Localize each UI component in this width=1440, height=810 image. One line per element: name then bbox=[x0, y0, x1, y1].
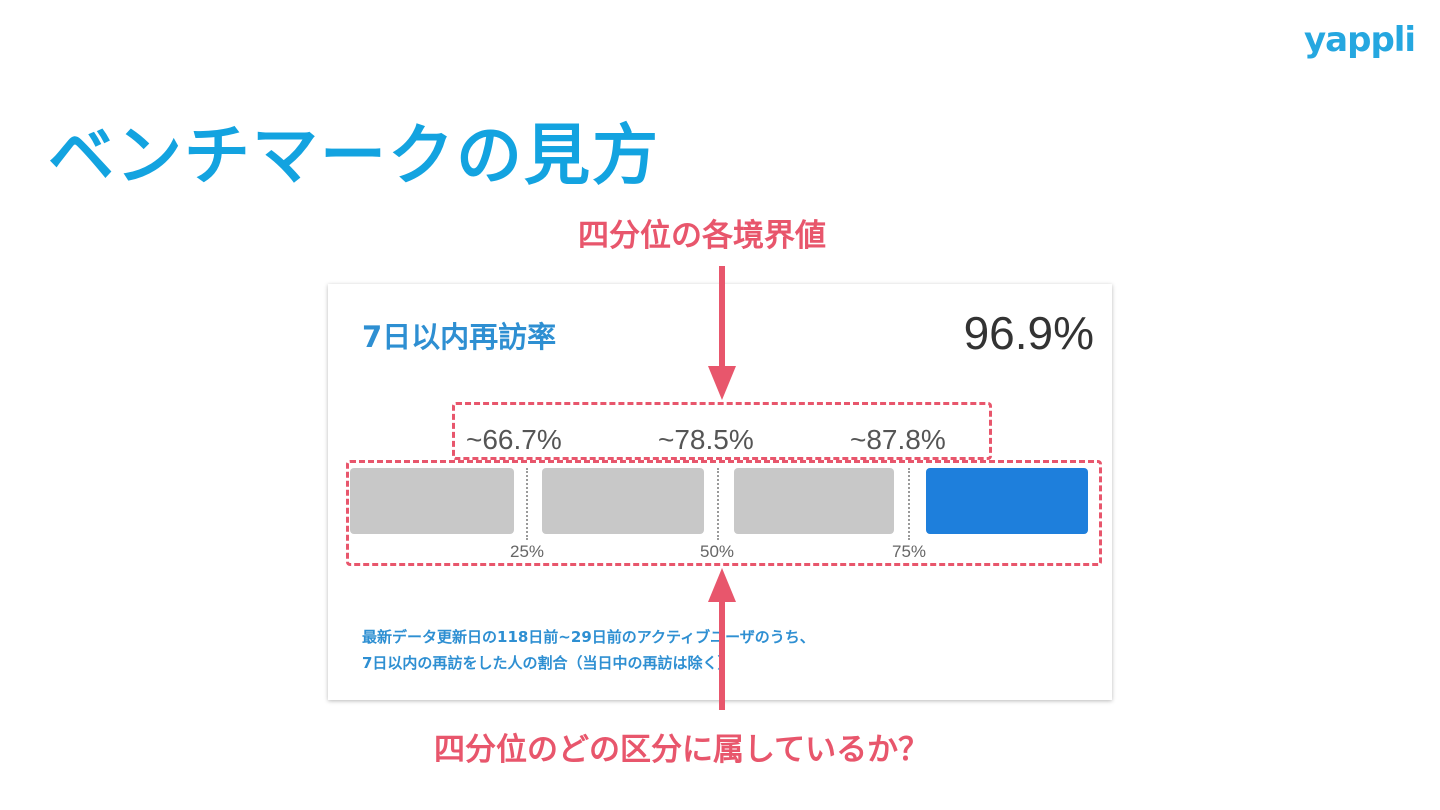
quartile-boundary-1: ~66.7% bbox=[466, 424, 562, 455]
percentile-label-50: 50% bbox=[700, 542, 735, 561]
arrow-down-line bbox=[719, 266, 725, 370]
percentile-label-25: 25% bbox=[510, 542, 545, 561]
arrow-down-icon bbox=[708, 366, 736, 400]
divider-25 bbox=[526, 468, 528, 540]
metric-value: 96.9% bbox=[963, 307, 1094, 359]
quartile-segment-2 bbox=[542, 468, 704, 534]
description-line-2: 7日以内の再訪をした人の割合（当日中の再訪は除く） bbox=[362, 654, 733, 672]
quartile-segment-annotation: 四分位のどの区分に属しているか？ bbox=[434, 732, 930, 768]
percentile-label-75: 75% bbox=[892, 542, 927, 561]
quartile-boundaries-annotation: 四分位の各境界値 bbox=[578, 218, 826, 254]
arrow-up-line bbox=[719, 598, 725, 710]
quartile-segment-1 bbox=[350, 468, 514, 534]
divider-50 bbox=[717, 468, 719, 540]
quartile-boundary-3: ~87.8% bbox=[850, 424, 946, 455]
boundaries-highlight-box bbox=[452, 402, 992, 460]
metric-description: 最新データ更新日の118日前~29日前のアクティブユーザのうち、 7日以内の再訪… bbox=[362, 624, 815, 676]
arrow-up-icon bbox=[708, 568, 736, 602]
segments-highlight-box bbox=[346, 460, 1102, 566]
description-line-1: 最新データ更新日の118日前~29日前のアクティブユーザのうち、 bbox=[362, 628, 815, 646]
divider-75 bbox=[908, 468, 910, 540]
quartile-segment-4-active bbox=[926, 468, 1088, 534]
yappli-logo: yappli bbox=[1304, 20, 1416, 60]
quartile-segment-3 bbox=[734, 468, 894, 534]
quartile-boundary-2: ~78.5% bbox=[658, 424, 754, 455]
metric-title: 7日以内再訪率 bbox=[362, 320, 557, 354]
slide-title: ベンチマークの見方 bbox=[48, 117, 660, 194]
